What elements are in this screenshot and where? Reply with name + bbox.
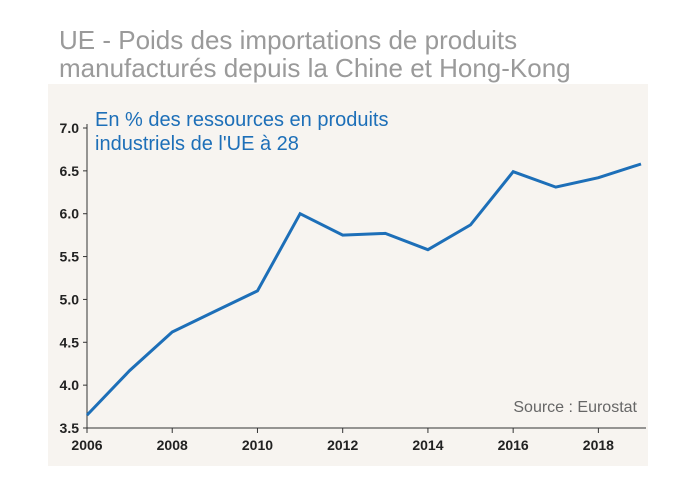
chart-subtitle: En % des ressources en produits industri… (95, 108, 389, 156)
y-tick-label: 6.0 (60, 206, 80, 222)
y-tick-label: 5.5 (60, 249, 80, 265)
x-tick-label: 2006 (71, 437, 102, 453)
y-tick-label: 6.5 (60, 163, 80, 179)
y-tick-label: 7.0 (60, 120, 80, 136)
chart-title-line-2: manufacturés depuis la Chine et Hong-Kon… (59, 53, 571, 83)
x-tick-label: 2018 (583, 437, 614, 453)
y-tick-label: 4.5 (60, 334, 80, 350)
y-tick-label: 5.0 (60, 291, 80, 307)
x-tick-label: 2008 (157, 437, 188, 453)
y-tick-label: 4.0 (60, 377, 80, 393)
series-line (85, 162, 642, 417)
source-note: Source : Eurostat (513, 399, 637, 416)
chart-title-line-1: UE - Poids des importations de produits (59, 25, 518, 55)
chart-subtitle-line-2: industriels de l'UE à 28 (95, 133, 299, 155)
y-tick-label: 3.5 (60, 420, 80, 436)
x-tick-label: 2014 (412, 437, 443, 453)
x-tick-label: 2010 (242, 437, 273, 453)
chart-subtitle-line-1: En % des ressources en produits (95, 109, 389, 131)
plot-panel (48, 84, 648, 466)
chart-title: UE - Poids des importations de produits … (59, 26, 689, 82)
x-tick-label: 2012 (327, 437, 358, 453)
x-tick-label: 2016 (498, 437, 529, 453)
